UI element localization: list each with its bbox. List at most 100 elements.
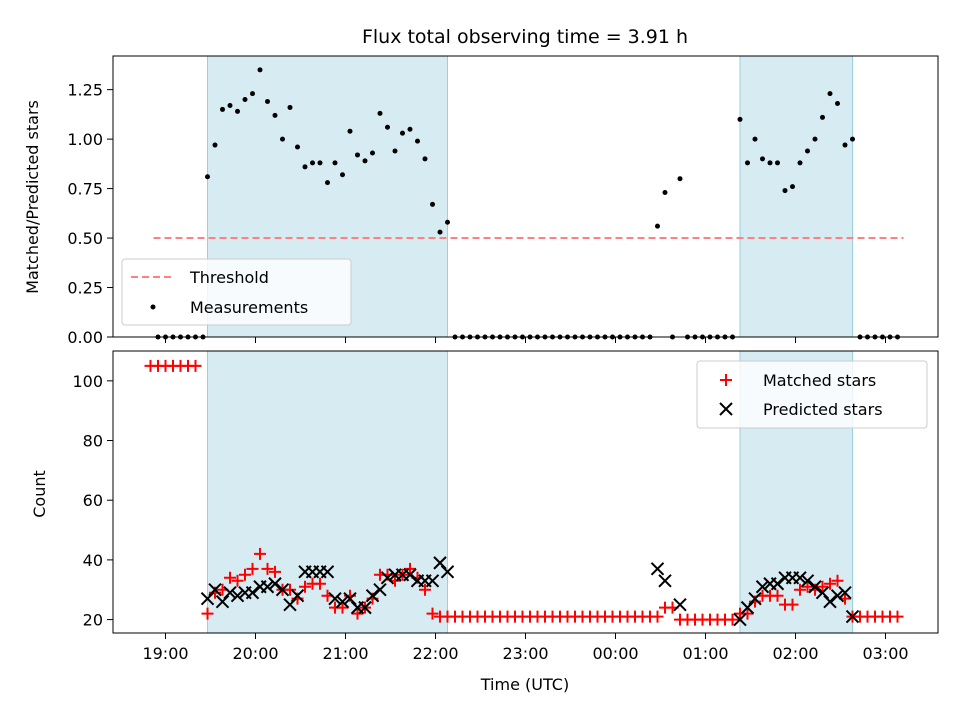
measurement-point: [842, 142, 848, 148]
x-tick-label: 00:00: [592, 644, 638, 663]
bottom-y-tick-label: 20: [83, 611, 103, 630]
measurement-point: [250, 91, 255, 97]
predicted-star-point: [650, 562, 665, 576]
legend-measurements-swatch: [150, 304, 156, 310]
measurement-point: [235, 108, 240, 114]
measurement-point: [812, 136, 818, 142]
measurement-point: [325, 180, 330, 186]
predicted-star-point: [275, 583, 290, 597]
matched-star-point: [239, 568, 251, 581]
top-y-tick-label: 0.50: [67, 229, 103, 248]
measurement-point: [287, 104, 293, 110]
measurement-point: [445, 219, 450, 225]
bottom-y-tick-label: 40: [83, 551, 103, 570]
predicted-star-point: [208, 583, 222, 597]
top-y-tick-label: 0.75: [67, 180, 103, 199]
measurement-point: [355, 152, 360, 158]
legend-predicted-label: Predicted stars: [763, 400, 883, 419]
measurement-point: [752, 136, 758, 142]
measurement-point: [257, 67, 263, 73]
predicted-star-point: [830, 588, 845, 603]
measurement-point: [835, 100, 840, 106]
measurement-point: [302, 164, 308, 170]
top-legend: Threshold Measurements: [121, 258, 352, 326]
matched-star-point: [741, 607, 754, 620]
matched-star-point: [189, 359, 202, 372]
measurement-point: [655, 223, 660, 229]
measurement-point: [377, 110, 383, 116]
matched-star-point: [336, 601, 349, 614]
measurement-point: [662, 190, 668, 196]
measurement-point: [272, 112, 278, 118]
matched-star-point: [801, 580, 814, 593]
measurement-point: [782, 188, 788, 194]
measurement-point: [205, 174, 210, 180]
predicted-star-point: [845, 609, 860, 624]
predicted-star-point: [245, 586, 260, 600]
measurement-point: [790, 184, 795, 190]
matched-star-point: [314, 577, 326, 590]
measurement-point: [317, 160, 323, 166]
predicted-star-point: [658, 574, 672, 588]
predicted-star-point: [290, 588, 305, 603]
measurement-point: [767, 160, 773, 166]
legend-matched-swatch: [720, 374, 732, 386]
matched-star-point: [824, 577, 836, 590]
matched-star-point: [269, 565, 281, 578]
legend-threshold-label: Threshold: [189, 268, 269, 287]
bottom-y-tick-label: 100: [72, 372, 103, 391]
measurement-point: [227, 102, 233, 108]
top-y-axis-label: Matched/Predicted stars: [23, 100, 42, 294]
measurement-point: [797, 160, 803, 166]
measurement-point: [827, 91, 833, 97]
matched-star-point: [284, 583, 296, 596]
predicted-star-point: [815, 586, 830, 600]
bottom-panel: 20 40 60 80 100 19:00 20:00 21:00 22:00 23:00 00:…: [30, 350, 939, 694]
measurement-point: [422, 156, 428, 162]
x-tick-label: 21:00: [322, 644, 368, 663]
predicted-star-point: [365, 588, 380, 603]
measurement-point: [437, 229, 443, 235]
measurement-point: [212, 142, 218, 148]
observing-window-band: [207, 350, 448, 634]
top-y-tick-label: 1.00: [67, 130, 103, 149]
predicted-star-point: [380, 571, 395, 585]
measurement-point: [415, 138, 420, 144]
x-axis-label: Time (UTC): [480, 675, 569, 694]
predicted-star-point: [328, 591, 342, 606]
measurement-point: [220, 106, 225, 112]
predicted-star-point: [838, 586, 852, 600]
matched-star-point: [299, 580, 311, 593]
predicted-star-point: [335, 594, 350, 609]
measurement-point: [850, 136, 855, 142]
bottom-y-tick-label: 80: [83, 432, 103, 451]
predicted-star-point: [748, 591, 762, 606]
measurement-point: [745, 160, 750, 166]
matched-star-point: [794, 583, 806, 596]
predicted-star-point: [440, 565, 455, 579]
bottom-legend: Matched stars Predicted stars: [696, 360, 928, 429]
matched-star-point: [816, 580, 829, 593]
measurement-point: [392, 148, 398, 154]
predicted-star-point: [733, 612, 747, 627]
top-legend-box: [121, 258, 352, 326]
x-tick-label: 03:00: [862, 644, 908, 663]
predicted-star-point: [373, 583, 387, 597]
predicted-star-point: [770, 577, 785, 591]
measurement-point: [805, 148, 810, 154]
matched-star-point: [254, 547, 266, 560]
matched-star-point: [651, 610, 664, 623]
predicted-star-point: [433, 556, 447, 570]
predicted-star-point: [215, 594, 230, 609]
measurement-point: [820, 114, 825, 120]
predicted-star-point: [793, 571, 807, 585]
bottom-legend-box: [696, 360, 928, 429]
x-tick-label: 23:00: [502, 644, 548, 663]
predicted-star-point: [230, 588, 245, 603]
matched-star-point: [419, 583, 431, 596]
predicted-star-point: [425, 574, 440, 588]
predicted-star-point: [283, 597, 297, 612]
chart-title: Flux total observing time = 3.91 h: [362, 26, 688, 48]
measurement-point: [347, 128, 353, 134]
